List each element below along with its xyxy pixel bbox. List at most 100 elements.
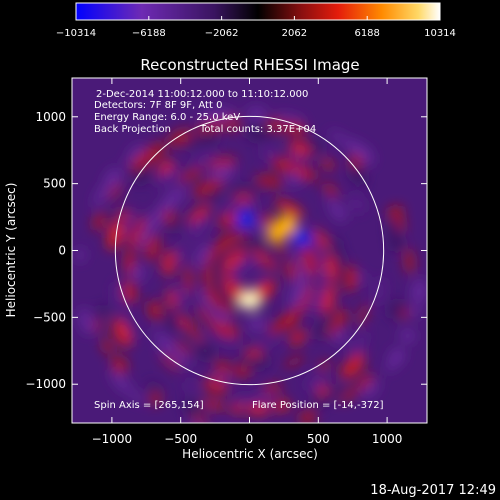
- heat-ripple: [287, 171, 302, 187]
- heat-ripple: [78, 308, 94, 335]
- heat-ripple: [298, 410, 317, 423]
- heat-ripple: [104, 168, 122, 188]
- heat-ripple: [248, 316, 266, 332]
- heat-ripple: [386, 353, 401, 373]
- heat-ripple: [244, 124, 271, 141]
- heat-ripple: [139, 142, 166, 165]
- annotation-counts: Total counts: 3.37E+04: [199, 124, 316, 135]
- heat-ripple: [289, 206, 304, 218]
- heat-ripple: [229, 431, 244, 442]
- heat-ripple: [212, 309, 231, 324]
- heat-ripple: [404, 248, 415, 275]
- x-tick-label: 1000: [372, 432, 403, 446]
- heat-ripple: [188, 205, 211, 224]
- heat-ripple: [93, 180, 112, 208]
- heat-ripple: [340, 353, 365, 379]
- annotation-energy: Energy Range: 6.0 - 25.0 keV: [94, 112, 240, 123]
- heat-source: [276, 214, 297, 233]
- heat-ripple: [108, 182, 122, 201]
- heat-ripple: [411, 278, 427, 305]
- heat-ripple: [166, 288, 178, 310]
- heat-ripple: [226, 115, 241, 132]
- heat-ripple: [273, 399, 291, 412]
- heat-ripple: [202, 400, 226, 410]
- heat-ripple: [231, 364, 252, 378]
- heat-ripple: [274, 242, 287, 255]
- heat-ripple: [255, 336, 280, 346]
- heat-ripple: [123, 209, 138, 238]
- chart-title: Reconstructed RHESSI Image: [140, 56, 359, 74]
- heat-ripple: [311, 241, 324, 266]
- heat-ripple: [148, 392, 162, 406]
- heat-ripple: [395, 212, 406, 232]
- heat-ripple: [312, 317, 331, 340]
- heat-ripple: [211, 373, 233, 382]
- colorbar-tick-label: −6188: [132, 28, 166, 39]
- heat-ripple: [252, 249, 276, 271]
- heat-ripple: [197, 287, 209, 307]
- heat-ripple: [232, 396, 260, 404]
- heat-ripple: [176, 241, 188, 266]
- heat-ripple: [311, 394, 330, 409]
- colorbar-tick-label: 10314: [424, 28, 456, 39]
- heat-ripple: [283, 355, 305, 368]
- heat-ripple: [389, 237, 405, 252]
- heat-ripple: [254, 392, 272, 406]
- heat-ripple: [160, 353, 181, 372]
- heat-ripple: [253, 222, 267, 233]
- heat-ripple: [401, 307, 409, 320]
- heat-ripple: [124, 247, 135, 276]
- heat-ripple: [194, 243, 210, 268]
- heat-ripple: [313, 265, 329, 283]
- heat-ripple: [326, 197, 345, 220]
- heat-ripple: [285, 259, 297, 282]
- heat-ripple: [411, 304, 421, 319]
- y-axis-label: Heliocentric Y (arcsec): [4, 183, 18, 318]
- heat-ripple: [184, 263, 192, 295]
- heat-ripple: [333, 329, 347, 344]
- x-tick-label: 500: [307, 432, 330, 446]
- heat-ripple: [210, 320, 240, 338]
- heat-ripple: [325, 301, 339, 324]
- heat-ripple: [146, 380, 163, 394]
- heat-ripple: [353, 171, 366, 185]
- heat-ripple: [178, 314, 191, 329]
- colorbar-tick-label: 2062: [282, 28, 307, 39]
- heat-ripple: [195, 120, 227, 135]
- heat-ripple: [159, 198, 174, 212]
- y-tick-label: 0: [58, 244, 66, 258]
- heatmap-image: [75, 107, 427, 442]
- heat-ripple: [297, 167, 317, 182]
- plot-area: −1000 −500 0 500 1000 −1000 −500 0 500 1000: [25, 77, 428, 446]
- heat-ripple: [373, 276, 385, 305]
- heat-ripple: [326, 324, 337, 338]
- heat-ripple: [260, 213, 275, 226]
- heat-ripple: [302, 247, 317, 277]
- heat-ripple: [154, 254, 165, 268]
- heat-ripple: [209, 165, 235, 182]
- heat-ripple: [232, 194, 254, 202]
- annotation-method: Back Projection: [94, 124, 171, 135]
- heat-ripple: [249, 354, 270, 369]
- heat-ripple: [129, 389, 145, 404]
- heat-ripple: [240, 184, 265, 193]
- heat-ripple: [271, 157, 300, 174]
- heat-ripple: [179, 167, 204, 183]
- heat-ripple: [196, 306, 214, 325]
- heat-ripple: [274, 255, 284, 272]
- heat-ripple: [174, 286, 189, 306]
- colorbar: −10314 −6188 −2062 2062 6188 10314: [56, 2, 456, 39]
- heat-source: [291, 229, 312, 248]
- heat-ripple: [165, 345, 191, 367]
- heat-ripple: [122, 280, 137, 304]
- heat-ripple: [169, 319, 180, 332]
- heat-ripple: [156, 163, 171, 176]
- heat-ripple: [202, 129, 218, 145]
- x-tick-label: 0: [246, 432, 254, 446]
- heat-ripple: [97, 304, 110, 317]
- heat-ripple: [111, 356, 128, 374]
- heat-ripple: [204, 283, 223, 309]
- heat-ripple: [318, 237, 329, 249]
- heat-ripple: [184, 381, 198, 392]
- heat-ripple: [244, 348, 264, 357]
